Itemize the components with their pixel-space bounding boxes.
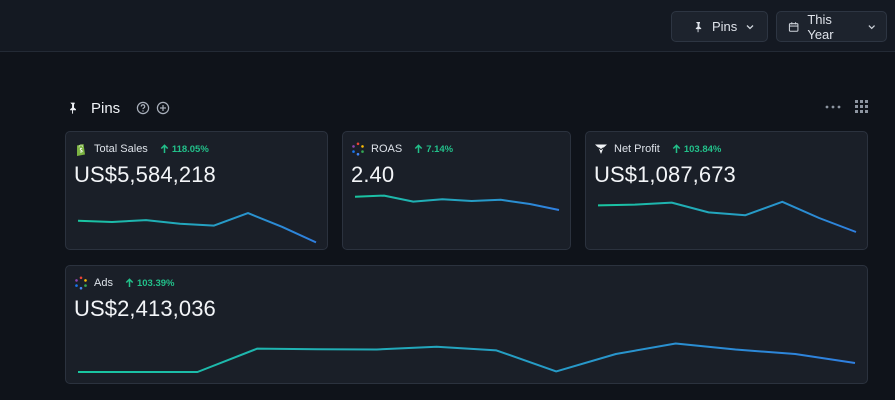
dots-ring-icon [75,276,87,290]
delta-value: 103.84% [683,143,722,155]
sparkline-path [597,200,857,233]
chevron-down-icon [868,24,875,29]
net-profit-card[interactable]: Net Profit 103.84% US$1,087,673 [585,131,868,250]
delta-value: 103.39% [136,277,175,289]
metric-value: 2.40 [351,162,395,187]
sparkline-path [354,194,560,211]
ads-card[interactable]: Ads 103.39% US$2,413,036 [65,265,868,384]
arrow-up-icon [160,144,169,153]
more-horizontal-icon[interactable] [825,104,841,110]
trend-sparkline [77,212,317,244]
metric-value: US$5,584,218 [74,162,216,187]
triple-whale-icon [595,144,607,154]
chevron-down-icon [746,24,754,29]
arrow-up-icon [414,144,423,153]
section-title: Pins [91,99,121,117]
roas-card[interactable]: ROAS 7.14% 2.40 [342,131,571,250]
shopify-icon [77,144,85,156]
calendar-icon [788,21,799,32]
arrow-up-icon [125,278,134,287]
period-dropdown[interactable]: This Year [776,11,887,42]
arrow-up-icon [672,144,681,153]
pin-icon [695,21,702,32]
trend-sparkline [78,342,856,373]
trend-sparkline [597,200,857,233]
delta-value: 118.05% [171,143,209,155]
card-title: Net Profit [614,143,660,155]
delta-badge: 118.05% [160,144,209,155]
delta-badge: 103.39% [125,277,175,289]
delta-badge: 7.14% [414,144,453,155]
dots-ring-icon [352,142,364,156]
help-circle-icon[interactable] [136,101,150,115]
card-title: Ads [94,277,113,289]
card-title: ROAS [371,143,403,155]
top-bar: Pins This Year [0,0,895,52]
total-sales-card[interactable]: Total Sales 118.05% US$5,584,218 [65,131,328,250]
card-title: Total Sales [94,143,148,155]
metric-value: US$1,087,673 [594,162,736,187]
delta-badge: 103.84% [672,143,722,155]
pins-section-header: Pins [66,97,868,119]
period-dropdown-label: This Year [807,11,834,42]
grid-icon[interactable] [855,100,868,113]
add-circle-icon[interactable] [156,101,170,115]
metric-value: US$2,413,036 [74,296,216,321]
sparkline-path [78,342,856,373]
pins-dropdown[interactable]: Pins [671,11,768,42]
pin-icon [70,102,76,114]
delta-value: 7.14% [426,143,454,155]
trend-sparkline [354,194,560,211]
pins-dropdown-label: Pins [712,19,738,34]
sparkline-path [77,212,317,244]
